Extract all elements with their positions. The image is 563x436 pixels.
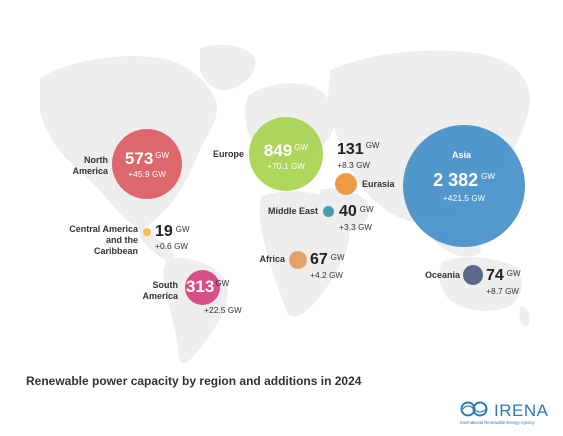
- south-america-capacity-wrap: 313GW: [186, 277, 238, 297]
- africa-addition-unit: GW: [329, 271, 343, 280]
- central-america-label: Central America and the Caribbean: [69, 224, 138, 256]
- eurasia-bubble: [335, 173, 357, 195]
- south-america-bubble: [185, 270, 220, 305]
- asia-addition-unit: GW: [471, 194, 486, 203]
- asia-values: 2 382 GW +421.5 GW: [403, 166, 525, 203]
- europe-addition: +70.1: [267, 161, 289, 171]
- eurasia-label: Eurasia: [362, 179, 395, 189]
- central-america-addition: +0.6: [155, 241, 172, 251]
- europe-values: 849 GW +70.1 GW: [249, 139, 323, 172]
- africa-capacity: 67: [310, 251, 328, 268]
- asia-label: Asia: [452, 150, 472, 160]
- eurasia-unit: GW: [365, 141, 380, 150]
- middle-east-values: 40 GW +3.3 GW: [339, 201, 374, 232]
- africa-values: 67 GW +4.2 GW: [310, 249, 345, 280]
- south-america-label: South America: [142, 280, 178, 301]
- irena-logo-text: IRENA: [494, 401, 549, 420]
- south-america-unit: GW: [215, 279, 230, 288]
- africa-bubble: [289, 251, 307, 269]
- middle-east-label: Middle East: [267, 206, 318, 216]
- south-america-capacity: 313: [186, 277, 215, 296]
- eurasia-addition-unit: GW: [356, 161, 370, 170]
- europe-bubble: [249, 117, 323, 191]
- south-america-addition: +22.5: [204, 305, 226, 315]
- middle-east-unit: GW: [359, 205, 374, 214]
- europe-addition-unit: GW: [291, 162, 305, 171]
- middle-east-bubble: [323, 206, 334, 217]
- eurasia-addition: +8.3: [337, 160, 354, 170]
- oceania-bubble: [463, 265, 483, 285]
- irena-logo-subtitle: International Renewable Energy Agency: [460, 420, 535, 425]
- oceania-values: 74 GW +8.7 GW: [486, 265, 521, 296]
- south-america-addition-unit: GW: [227, 306, 242, 315]
- oceania-unit: GW: [506, 269, 521, 278]
- north-america-capacity: 573: [124, 149, 154, 168]
- irena-logo-icon: [460, 401, 488, 417]
- north-america-bubble: [112, 129, 182, 199]
- oceania-label: Oceania: [424, 270, 460, 280]
- asia-bubble: [403, 125, 525, 247]
- africa-unit: GW: [330, 253, 345, 262]
- north-america-unit: GW: [155, 151, 170, 160]
- north-america-addition: +45.9: [128, 169, 150, 179]
- central-america-addition-unit: GW: [174, 242, 188, 251]
- oceania-addition: +8.7: [486, 286, 503, 296]
- middle-east-capacity: 40: [339, 203, 357, 220]
- central-america-values: 19 GW +0.6 GW: [155, 221, 190, 251]
- asia-capacity: 2 382: [433, 170, 479, 190]
- new-zealand-landmass: [519, 306, 530, 327]
- north-america-label: North America: [72, 155, 108, 176]
- north-america-values: 573 GW +45.9 GW: [112, 147, 182, 180]
- central-america-unit: GW: [175, 225, 190, 234]
- middle-east-addition-unit: GW: [358, 223, 372, 232]
- north-america-addition-unit: GW: [152, 170, 166, 179]
- eurasia-capacity: 131: [337, 141, 364, 158]
- figure-caption: Renewable power capacity by region and a…: [26, 374, 362, 388]
- africa-label: Africa: [259, 254, 285, 264]
- asia-unit: GW: [481, 172, 495, 181]
- oceania-capacity: 74: [486, 267, 504, 284]
- central-america-capacity: 19: [155, 223, 173, 240]
- central-america-bubble: [143, 228, 151, 236]
- europe-label: Europe: [212, 149, 244, 159]
- eurasia-values: 131 GW +8.3 GW: [337, 137, 379, 170]
- central-america-landmass: [140, 228, 175, 262]
- europe-capacity: 849: [263, 141, 293, 160]
- australia-landmass: [439, 257, 522, 311]
- oceania-addition-unit: GW: [505, 287, 519, 296]
- middle-east-addition: +3.3: [339, 222, 356, 232]
- asia-addition: +421.5: [442, 193, 470, 203]
- south-america-addition-wrap: +22.5 GW: [204, 305, 242, 315]
- middle-east-landmass: [320, 188, 370, 232]
- europe-unit: GW: [294, 143, 309, 152]
- africa-addition: +4.2: [310, 270, 327, 280]
- greenland-landmass: [200, 44, 256, 91]
